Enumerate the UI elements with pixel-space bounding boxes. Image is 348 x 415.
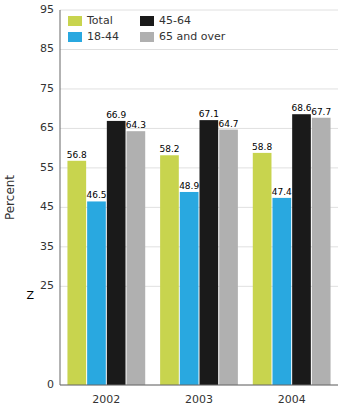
y-tick-label: 85 <box>40 42 54 55</box>
y-axis-label: Percent <box>3 175 17 220</box>
data-label: 68.6 <box>291 103 311 113</box>
grid-line <box>60 10 338 11</box>
legend-swatch <box>68 32 82 42</box>
data-label: 58.8 <box>252 142 272 152</box>
data-label: 67.7 <box>311 107 331 117</box>
grid-line <box>60 49 338 50</box>
chart: 0 25 35 45 55 65 75 85 95 Z Percent 56.8 58.2 58.8 46.… <box>0 0 348 415</box>
bar <box>180 192 199 385</box>
legend-entry: Total <box>86 14 113 27</box>
legend-swatch <box>68 16 82 26</box>
bar <box>67 161 86 385</box>
x-tick-label: 2003 <box>185 393 213 406</box>
annotation: Z <box>26 289 34 302</box>
legend-swatch <box>140 16 154 26</box>
legend-entry: 18-44 <box>87 30 119 43</box>
x-tick-label: 2002 <box>92 393 120 406</box>
bar <box>87 201 106 385</box>
y-tick-label: 45 <box>40 200 54 213</box>
data-label: 46.5 <box>86 190 106 200</box>
grid <box>60 10 338 385</box>
bar <box>312 118 331 385</box>
y-tick-label: 75 <box>40 82 54 95</box>
bar <box>253 153 272 385</box>
y-tick-label: 65 <box>40 121 54 134</box>
data-label: 58.2 <box>159 144 179 154</box>
y-tick-label: 95 <box>40 3 54 16</box>
data-label: 48.9 <box>179 181 199 191</box>
data-label: 47.4 <box>272 187 292 197</box>
data-label: 67.1 <box>199 109 219 119</box>
legend: Total 18-44 45-64 65 and over <box>68 14 226 43</box>
y-tick-label: 25 <box>40 279 54 292</box>
data-label: 64.3 <box>126 120 146 130</box>
data-labels: 56.8 58.2 58.8 46.5 48.9 47.4 66.9 67.1 68.6 64.3… <box>67 103 331 200</box>
data-label: 64.7 <box>219 119 239 129</box>
y-tick-label: 0 <box>47 378 54 391</box>
bar <box>200 120 219 385</box>
data-label: 56.8 <box>67 150 87 160</box>
y-axis-line <box>60 10 61 385</box>
bar <box>219 130 238 385</box>
grid-line <box>60 88 338 89</box>
legend-entry: 65 and over <box>159 30 226 43</box>
bar <box>272 198 291 385</box>
grid-line <box>60 385 338 386</box>
legend-entry: 45-64 <box>159 14 191 27</box>
y-tick-label: 35 <box>40 240 54 253</box>
x-tick-label: 2004 <box>278 393 306 406</box>
bar <box>107 121 126 385</box>
bars <box>67 114 330 385</box>
legend-swatch <box>140 32 154 42</box>
bar <box>292 114 311 385</box>
bar <box>160 155 179 385</box>
data-label: 66.9 <box>106 110 126 120</box>
x-axis-line <box>60 385 338 386</box>
y-tick-label: 55 <box>40 161 54 174</box>
bar <box>127 131 146 385</box>
